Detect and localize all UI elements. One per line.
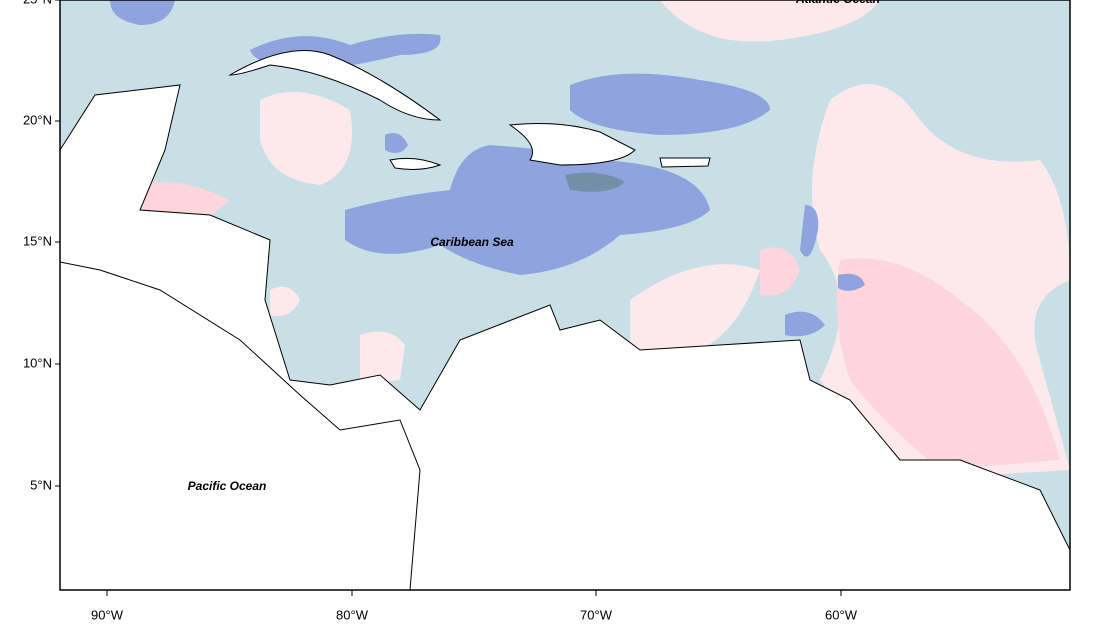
lon-label: 70°W xyxy=(580,607,613,622)
labels: 25°N 20°N 15°N 10°N 5°N 90°W 80°W 70°W 60°W Atlan… xyxy=(23,0,880,622)
lat-label: 25°N xyxy=(23,0,52,6)
lon-label: 80°W xyxy=(336,607,369,622)
place-label: Pacific Ocean xyxy=(188,479,267,493)
lat-label: 5°N xyxy=(30,477,52,492)
lat-label: 10°N xyxy=(23,355,52,370)
lon-label: 90°W xyxy=(91,607,124,622)
land xyxy=(60,50,1070,590)
lat-label: 20°N xyxy=(23,112,52,127)
place-label: Caribbean Sea xyxy=(430,235,514,249)
lat-label: 15°N xyxy=(23,233,52,248)
map-frame xyxy=(59,0,1071,591)
place-label: Atlantic Ocean xyxy=(795,0,880,6)
lon-label: 60°W xyxy=(825,607,858,622)
